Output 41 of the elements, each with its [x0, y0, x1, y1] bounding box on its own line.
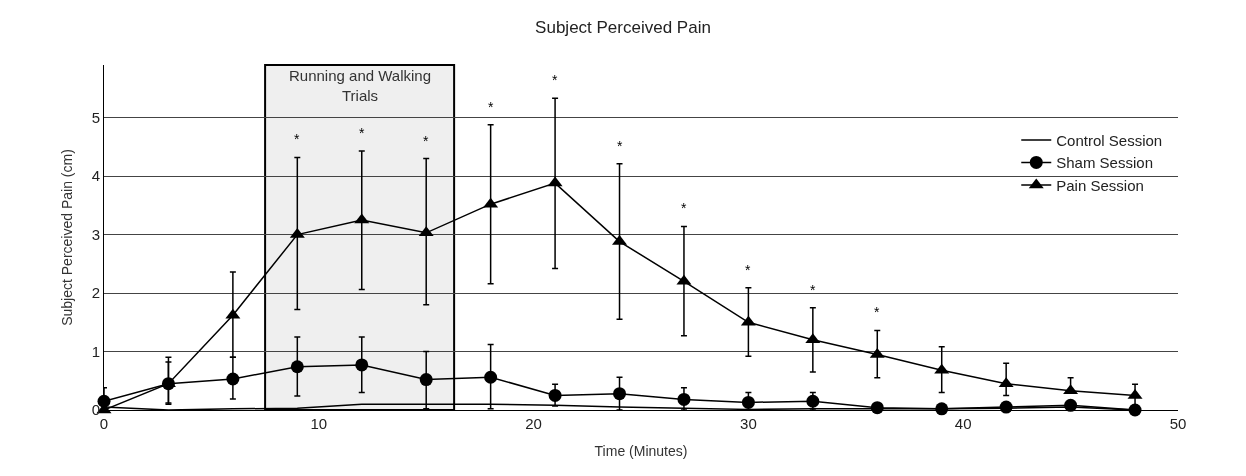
- annotation: *: [681, 200, 687, 216]
- annotation: *: [294, 131, 300, 147]
- chart-title: Subject Perceived Pain: [535, 18, 711, 38]
- x-tick-label: 50: [1169, 415, 1187, 432]
- y-tick-label: 5: [91, 108, 100, 126]
- point: [677, 392, 691, 406]
- annotation: *: [423, 133, 429, 149]
- x-tick-label: 30: [740, 415, 757, 432]
- y-tick-label: 3: [91, 225, 100, 243]
- legend-label: Control Session: [1056, 131, 1163, 149]
- annotation: *: [552, 72, 558, 88]
- legend-label: Pain Session: [1056, 176, 1144, 194]
- point: [355, 358, 369, 372]
- y-tick-label: 1: [91, 342, 100, 360]
- x-tick-label: 40: [954, 415, 972, 432]
- y-tick-label: 2: [91, 284, 100, 302]
- annotation: *: [617, 138, 623, 154]
- x-tick-label: 10: [310, 415, 328, 432]
- annotation: *: [745, 262, 751, 278]
- y-axis-title: Subject Perceived Pain (cm): [59, 149, 76, 326]
- y-tick-label: 0: [91, 401, 100, 419]
- point: [548, 388, 562, 402]
- point: [1064, 398, 1078, 412]
- annotation: *: [874, 304, 880, 320]
- x-axis-title: Time (Minutes): [594, 443, 688, 460]
- x-tick-label: 20: [525, 415, 542, 432]
- y-tick-label: 4: [91, 167, 100, 185]
- point: [741, 395, 755, 409]
- point: [935, 402, 949, 416]
- point: [290, 360, 304, 374]
- point: [226, 372, 240, 386]
- annotation: *: [488, 99, 494, 115]
- band-label: Running and Walking Trials: [289, 67, 432, 104]
- point: [419, 373, 433, 387]
- point: [870, 401, 884, 415]
- point: [999, 400, 1013, 414]
- annotation: *: [810, 282, 816, 298]
- point: [484, 370, 498, 384]
- legend-label: Sham Session: [1056, 154, 1153, 172]
- point: [613, 387, 627, 401]
- annotation: *: [359, 125, 365, 141]
